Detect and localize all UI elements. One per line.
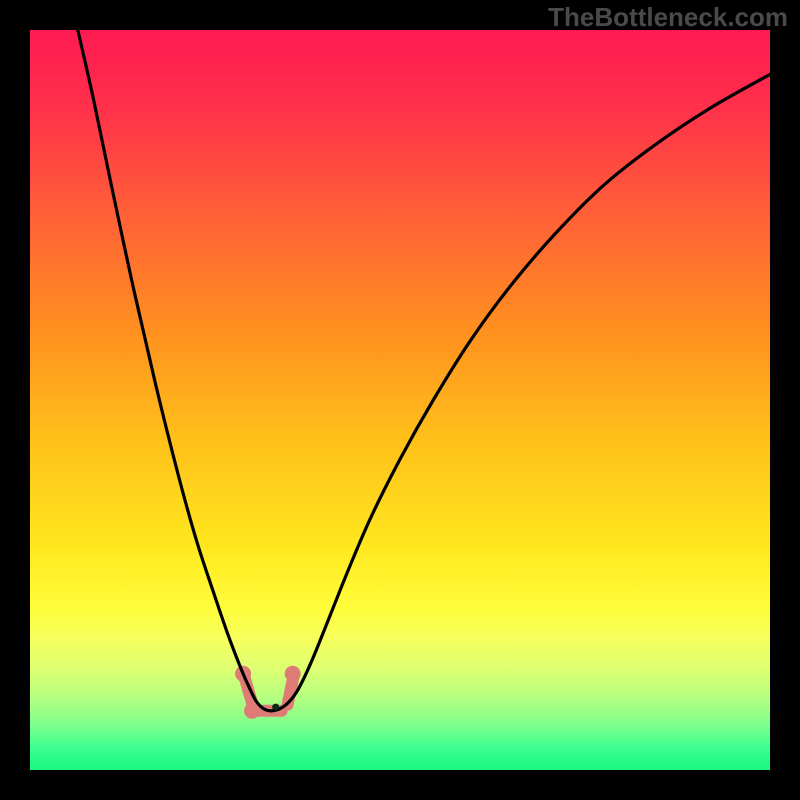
bottom-marker-dot [285, 666, 301, 682]
plot-svg [30, 30, 770, 770]
chart-stage: TheBottleneck.com [0, 0, 800, 800]
center-dot [272, 704, 279, 711]
watermark-text: TheBottleneck.com [548, 2, 788, 33]
bottleneck-curve [74, 15, 770, 711]
plot-area [30, 30, 770, 770]
